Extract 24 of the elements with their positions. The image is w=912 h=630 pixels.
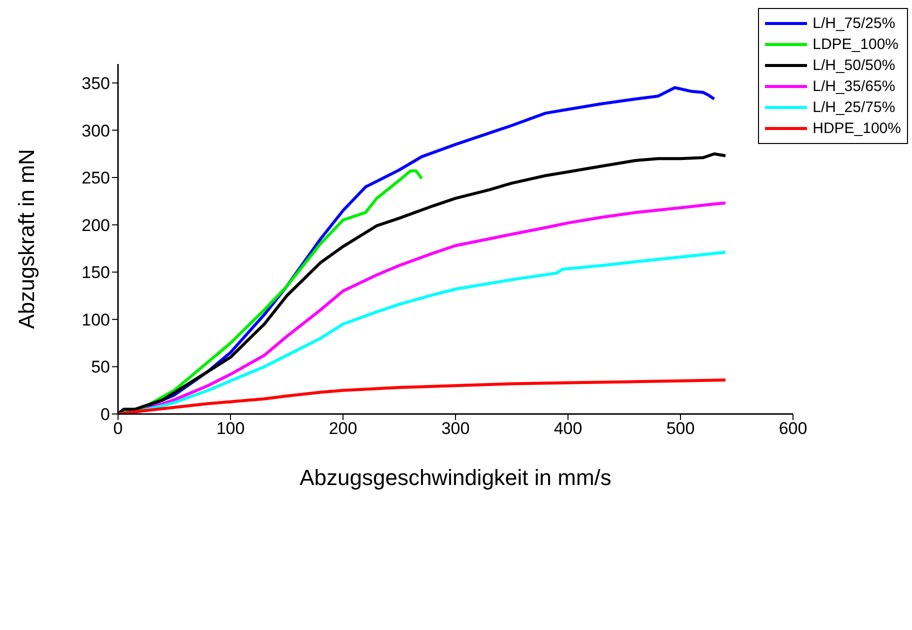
y-tick-label: 200 [82, 216, 110, 235]
x-tick-label: 600 [778, 419, 808, 438]
legend-label: HDPE_100% [812, 120, 901, 137]
y-tick-label: 250 [82, 168, 110, 188]
y-tick-label: 150 [82, 263, 110, 282]
x-tick-label: 300 [441, 419, 470, 438]
x-tick-label: 500 [666, 419, 695, 438]
x-tick-label: 100 [216, 419, 245, 438]
x-tick-label: 0 [113, 419, 123, 438]
y-tick-label: 100 [82, 310, 110, 330]
x-axis-title: Abzugsgeschwindigkeit in mm/s [300, 465, 612, 490]
legend-label: L/H_50/50% [812, 57, 896, 74]
y-axis-title: Abzugskraft in mN [14, 149, 39, 329]
y-tick-label: 50 [91, 358, 110, 377]
x-tick-label: 200 [328, 419, 358, 438]
legend-label: L/H_75/25% [812, 15, 896, 32]
y-tick-label: 0 [100, 405, 110, 424]
legend-label: L/H_25/75% [812, 99, 896, 116]
legend-label: LDPE_100% [812, 36, 899, 53]
y-tick-label: 300 [82, 121, 110, 140]
x-tick-label: 400 [554, 419, 582, 438]
legend-label: L/H_35/65% [812, 78, 896, 95]
y-tick-label: 350 [82, 74, 110, 93]
line-series [118, 378, 727, 414]
